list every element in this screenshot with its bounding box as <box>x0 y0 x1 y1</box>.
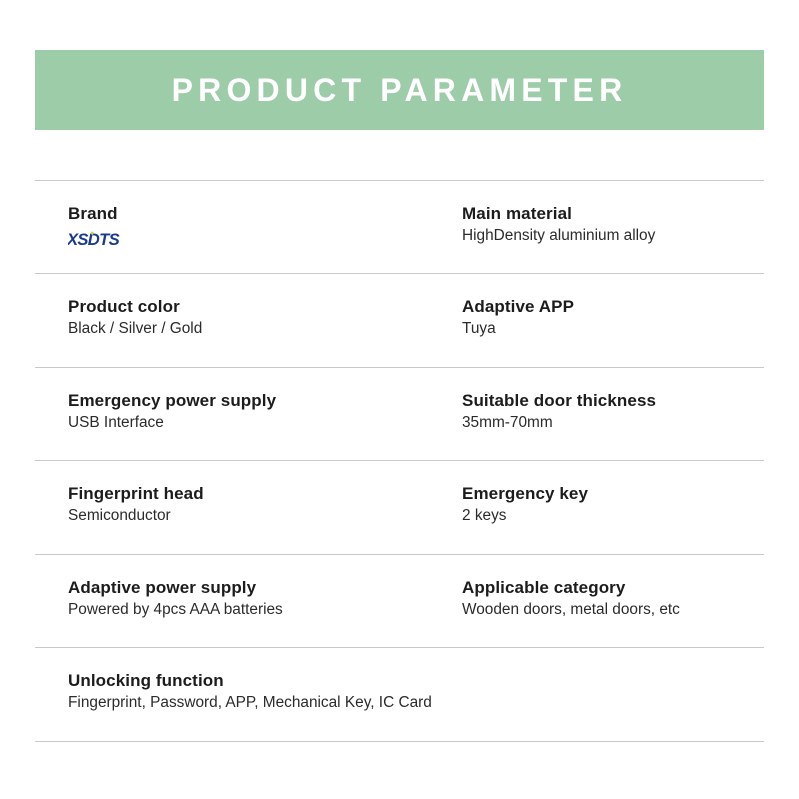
svg-text:XSDTS: XSDTS <box>68 230 120 249</box>
